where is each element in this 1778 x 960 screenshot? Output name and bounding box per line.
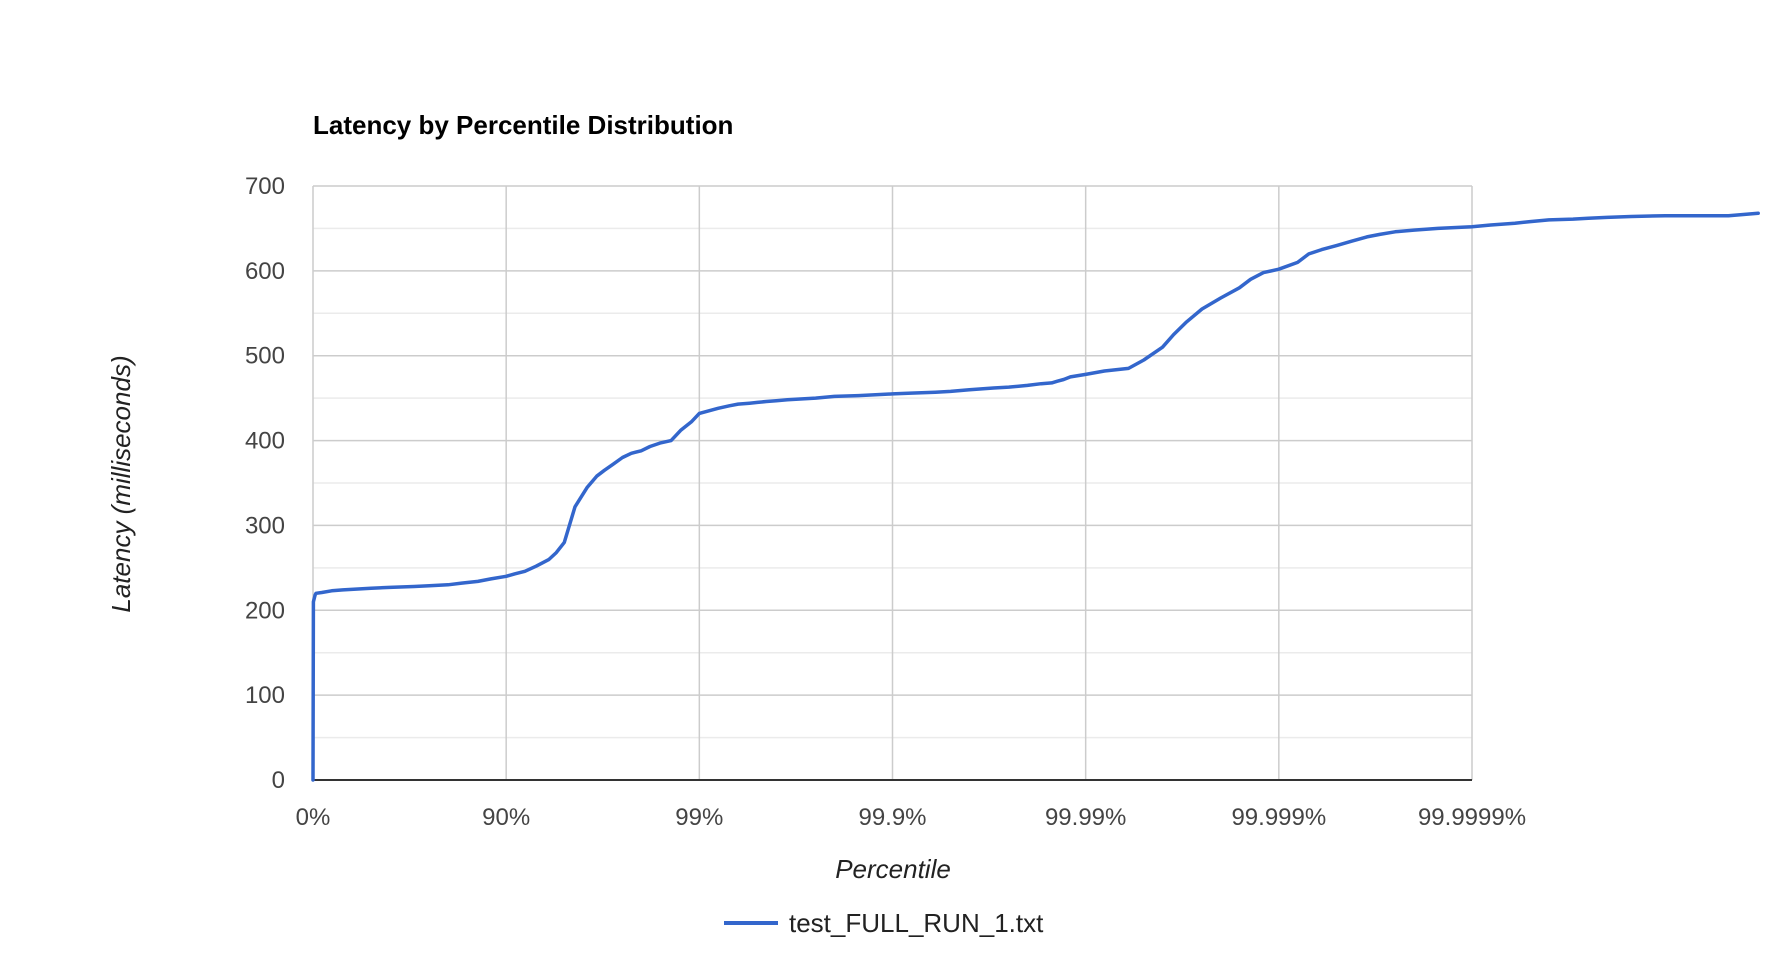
x-tick-label: 99.9999% — [1418, 804, 1526, 831]
legend[interactable]: test_FULL_RUN_1.txt — [724, 908, 1044, 938]
y-tick-label: 700 — [245, 173, 285, 200]
x-tick-label: 0% — [296, 804, 331, 831]
x-axis-tick-labels: 0% 90% 99% 99.9% 99.99% 99.999% 99.9999% — [296, 804, 1526, 831]
y-tick-label: 100 — [245, 682, 285, 709]
x-tick-label: 99.999% — [1231, 804, 1326, 831]
series-line-test-full-run — [311, 211, 1760, 782]
y-tick-label: 400 — [245, 428, 285, 455]
x-axis-title: Percentile — [835, 854, 951, 884]
x-tick-label: 99.9% — [858, 804, 926, 831]
x-tick-label: 99.99% — [1045, 804, 1126, 831]
legend-label: test_FULL_RUN_1.txt — [789, 908, 1044, 938]
y-tick-label: 200 — [245, 597, 285, 624]
y-tick-label: 600 — [245, 258, 285, 285]
y-axis-tick-labels: 0 100 200 300 400 500 600 700 — [245, 173, 285, 794]
x-tick-label: 90% — [482, 804, 530, 831]
y-tick-label: 300 — [245, 512, 285, 539]
y-tick-label: 0 — [272, 767, 285, 794]
y-tick-label: 500 — [245, 343, 285, 370]
y-axis-title: Latency (milliseconds) — [106, 355, 136, 612]
chart-title: Latency by Percentile Distribution — [313, 110, 733, 140]
x-tick-label: 99% — [675, 804, 723, 831]
